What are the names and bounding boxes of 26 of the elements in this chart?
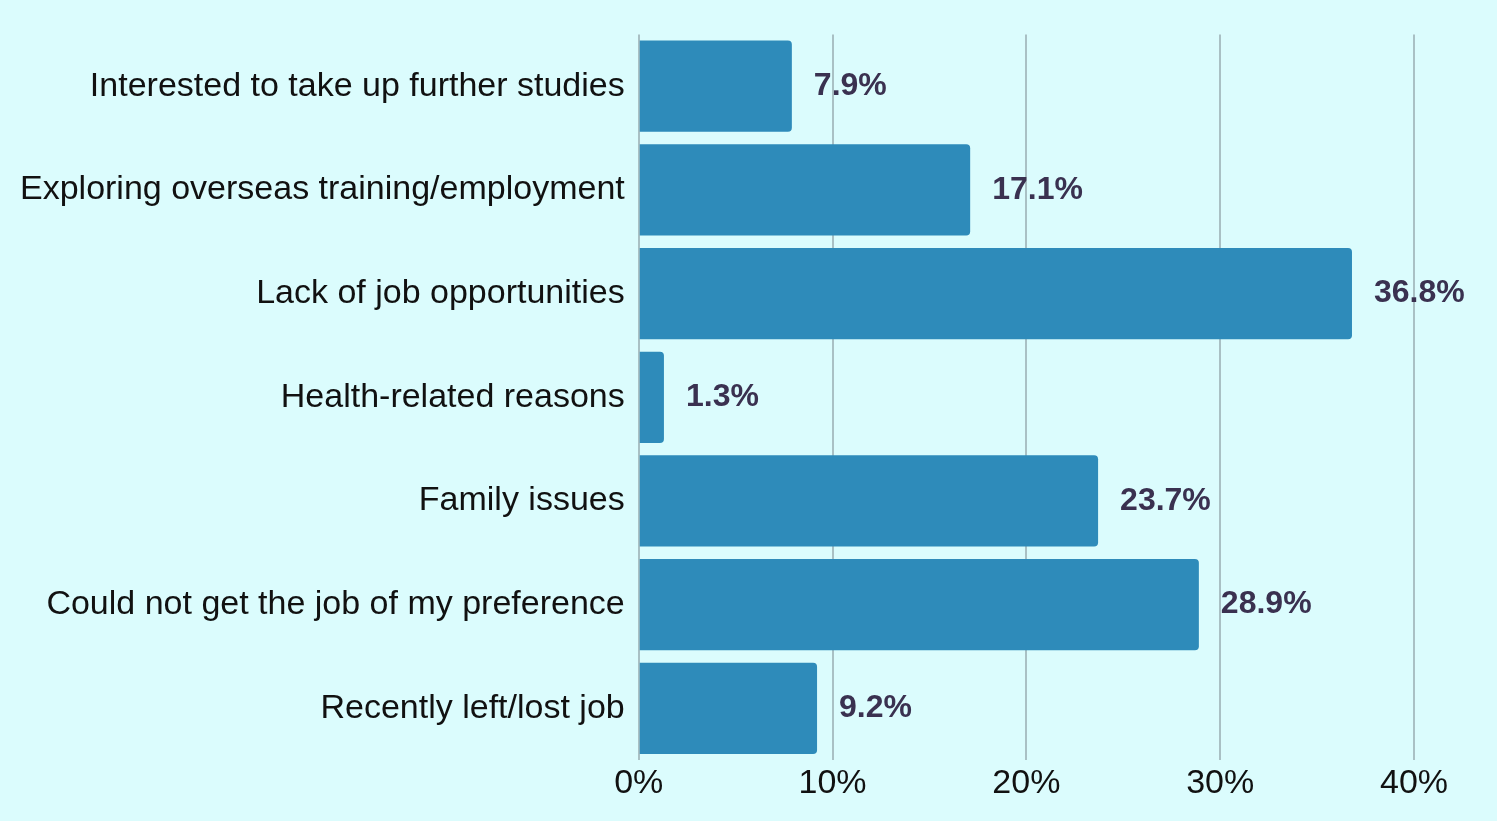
data-label: 7.9%: [813, 66, 887, 103]
bar: [639, 144, 971, 236]
data-label: 23.7%: [1120, 480, 1211, 517]
bar: [639, 351, 664, 443]
y-tick-label: Lack of job opportunities: [256, 271, 625, 310]
bar: [639, 662, 818, 754]
y-tick-label: Interested to take up further studies: [89, 64, 625, 103]
bar: [639, 40, 792, 132]
data-label: 28.9%: [1220, 584, 1312, 621]
data-label: 17.1%: [992, 169, 1083, 206]
y-tick-label: Family issues: [418, 479, 625, 518]
x-tick-label: 0%: [614, 761, 664, 800]
bar: [639, 247, 1352, 340]
y-tick-label: Health-related reasons: [280, 375, 625, 414]
x-tick-label: 10%: [798, 761, 867, 800]
x-tick-label: 40%: [1379, 761, 1449, 800]
data-label: 36.8%: [1373, 273, 1465, 310]
x-tick-label: 30%: [1186, 761, 1255, 800]
y-tick-label: Recently left/lost job: [320, 686, 625, 725]
x-tick-label: 20%: [992, 761, 1061, 800]
bar: [639, 455, 1099, 547]
y-tick-label: Exploring overseas training/employment: [20, 168, 626, 207]
y-tick-label: Could not get the job of my preference: [46, 583, 625, 622]
data-label: 9.2%: [839, 688, 912, 725]
data-label: 1.3%: [685, 377, 759, 414]
bar: [639, 559, 1199, 651]
